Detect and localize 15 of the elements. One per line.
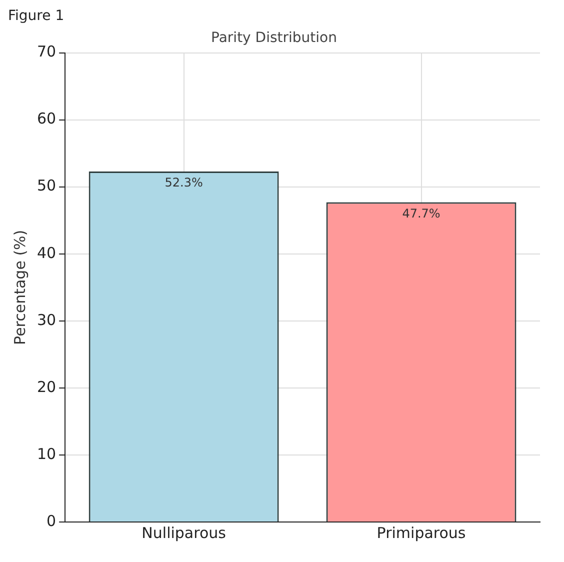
y-tick-label: 60	[36, 110, 56, 128]
y-tick-label: 0	[46, 512, 56, 530]
data-label: 47.7%	[402, 206, 440, 220]
chart-title: Parity Distribution	[211, 30, 337, 46]
y-tick-label: 40	[36, 244, 56, 262]
y-tick-label: 10	[36, 444, 56, 463]
y-tick-label: 20	[36, 378, 56, 396]
y-tick-label: 50	[36, 176, 56, 195]
y-tick-label: 30	[36, 310, 56, 329]
x-tick-label: Nulliparous	[142, 524, 226, 542]
caption: Figure 1	[8, 8, 66, 26]
x-tick-label: Primiparous	[376, 524, 466, 542]
y-tick-label: 70	[36, 42, 56, 61]
y-axis-title: Percentage (%)	[10, 230, 29, 345]
data-label: 52.3%	[164, 176, 203, 190]
